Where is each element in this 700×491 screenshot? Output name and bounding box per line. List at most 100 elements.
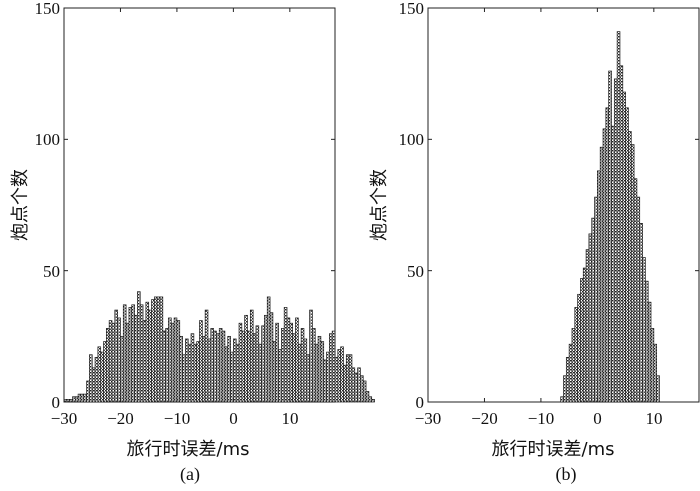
histogram-bar [139, 304, 144, 403]
histogram-bar [368, 396, 373, 403]
histogram-bar [266, 296, 271, 403]
histogram-bar [233, 338, 237, 403]
histogram-bar [261, 325, 265, 403]
histogram-bar [292, 333, 296, 403]
histogram-bar [244, 314, 248, 403]
histogram-bar [125, 322, 130, 403]
histogram-bar [602, 128, 607, 403]
histogram-bar [137, 291, 141, 403]
histogram-bar [314, 343, 319, 403]
histogram-bar [650, 328, 655, 403]
histogram-bar [91, 367, 96, 403]
panel-label-a: (a) [180, 464, 200, 485]
histogram-bar [594, 196, 598, 403]
histogram-bar [362, 380, 367, 403]
y-axis-label-a: 炮点个数 [10, 169, 31, 241]
histogram-bar [354, 372, 358, 403]
histogram-bar [216, 333, 220, 403]
histogram-bar [340, 346, 344, 403]
histogram-bar [97, 346, 102, 403]
x-tick-label-a: 10 [282, 409, 299, 428]
x-tick-label-b: −10 [528, 409, 555, 428]
histogram-bar [286, 317, 291, 403]
histogram-bar [300, 328, 305, 403]
histogram-bar [187, 343, 192, 403]
histogram-bar [588, 233, 593, 403]
histogram-bar [283, 307, 288, 403]
y-tick-label-b: 150 [399, 0, 425, 18]
histogram-bar [128, 307, 133, 403]
ticks-b [427, 7, 699, 403]
histogram-bar [103, 341, 107, 403]
histogram-bar [114, 309, 118, 403]
panel-label-b: (b) [556, 464, 577, 485]
x-tick-label-b: −20 [471, 409, 498, 428]
x-tick-label-b: −30 [415, 409, 442, 428]
x-axis-label-b: 旅行时误差/ms [492, 439, 615, 460]
histogram-bar [560, 396, 564, 403]
histogram-bar [148, 309, 152, 403]
histogram-bar [568, 343, 573, 403]
histogram-bar [252, 333, 257, 403]
histogram-bar [255, 325, 260, 403]
histogram-bar [611, 125, 615, 403]
histogram-bar [69, 399, 73, 403]
x-tick-label-a: 0 [229, 409, 238, 428]
y-tick-label-b: 0 [416, 393, 425, 412]
histogram-bar [249, 309, 254, 403]
histogram-bar [235, 343, 240, 403]
histogram-bar [608, 70, 612, 403]
histogram-bar [182, 354, 186, 403]
y-tick-labels-b: 0 50 100 150 [399, 0, 425, 412]
histogram-bar [630, 144, 635, 403]
bars-a [63, 291, 375, 403]
histogram-bar [145, 301, 150, 403]
histogram-bar [329, 333, 333, 403]
histogram-bar [210, 328, 214, 403]
histogram-bar [326, 351, 330, 403]
histogram-bar [238, 322, 243, 403]
x-tick-label-a: −20 [107, 409, 134, 428]
histogram-bar [613, 78, 618, 403]
histogram-bar [179, 335, 183, 403]
histogram-bar [571, 328, 576, 403]
histogram-bar [295, 317, 299, 403]
histogram-bar [642, 257, 646, 403]
histogram-bar [173, 317, 178, 403]
histogram-bar [204, 309, 209, 403]
histogram-bar [117, 317, 121, 403]
y-tick-labels-a: 0 50 100 150 [35, 0, 61, 412]
histogram-bar [241, 330, 246, 403]
histogram-bar [371, 399, 375, 403]
histogram-bar [170, 322, 175, 403]
histogram-bar [289, 322, 294, 403]
histogram-bar [580, 278, 584, 403]
histogram-bar [348, 354, 353, 403]
histogram-bar [74, 396, 79, 403]
histogram-bar [272, 341, 277, 403]
histogram-bar [303, 338, 308, 403]
histogram-bar [622, 91, 626, 403]
histogram-bar [201, 335, 206, 403]
histogram-bar [218, 328, 223, 403]
x-tick-labels-a: −30 −20 −10 0 10 [51, 409, 299, 428]
histogram-bar [297, 343, 302, 403]
histogram-bar [165, 328, 169, 403]
histogram-bar [639, 223, 643, 403]
histogram-bar [227, 335, 231, 403]
histogram-bar [309, 309, 313, 403]
ticks-a [63, 7, 335, 403]
histogram-bar [142, 320, 147, 403]
histogram-bar [317, 335, 322, 403]
histogram-bar [224, 346, 229, 403]
histogram-bar [599, 146, 604, 403]
histogram-bar [616, 31, 621, 403]
histogram-bar [628, 131, 632, 403]
histogram-bar [351, 367, 356, 403]
y-tick-label-a: 50 [43, 262, 60, 281]
histogram-bar [343, 364, 347, 403]
y-tick-label-b: 100 [399, 130, 425, 149]
histogram-bar [221, 330, 226, 403]
histogram-bar [168, 317, 172, 403]
histogram-bar [585, 249, 590, 403]
